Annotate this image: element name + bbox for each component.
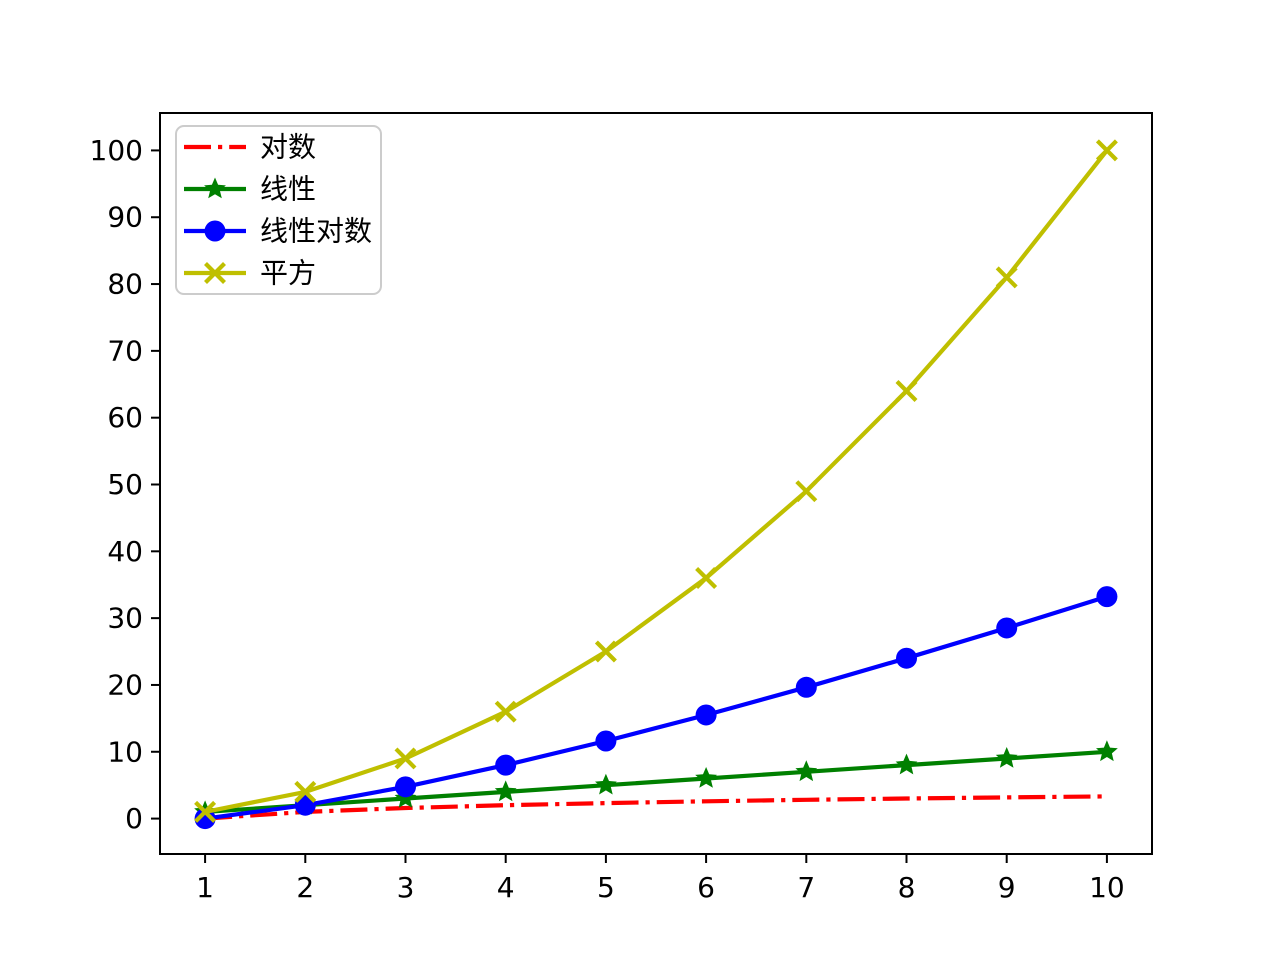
circle-marker: [996, 617, 1018, 639]
y-tick-label: 20: [107, 668, 143, 701]
x-tick-label: 6: [697, 871, 715, 904]
star-marker: [695, 767, 717, 788]
star-marker: [204, 177, 226, 199]
y-tick-label: 50: [107, 468, 143, 501]
star-marker: [1096, 740, 1118, 762]
legend-item-linear: 线性: [184, 173, 316, 206]
series-square-line: [204, 149, 1109, 814]
series-linear-line: [204, 749, 1108, 814]
circle-marker: [1096, 586, 1118, 608]
y-tick-label: 90: [107, 201, 143, 234]
circle-marker: [795, 676, 817, 698]
star-marker: [895, 753, 918, 775]
star-marker: [795, 760, 818, 782]
y-axis: 0 10 20 30 40 50 60 70 80 90 100: [90, 134, 160, 835]
x-tick-label: 3: [397, 871, 415, 904]
circle-marker: [194, 808, 216, 830]
axes-border: [159, 112, 1153, 855]
x-marker: [695, 567, 718, 590]
x-tick-label: 2: [296, 871, 314, 904]
y-tick-label: 40: [107, 535, 143, 568]
x-tick-label: 9: [998, 871, 1016, 904]
series-log: [204, 794, 1107, 821]
x-marker: [194, 800, 217, 823]
series-group: [194, 139, 1118, 830]
series-log-line: [204, 794, 1107, 821]
series-linear-log: [194, 586, 1118, 830]
circle-marker: [394, 776, 416, 798]
legend-item-linear-log: 线性对数: [184, 215, 372, 248]
x-marker: [294, 780, 317, 803]
star-marker: [494, 780, 517, 802]
legend-item-square: 平方: [184, 257, 316, 290]
x-marker: [594, 640, 617, 663]
legend-item-log: 对数: [184, 131, 316, 164]
x-axis: 1 2 3 4 5 6 7 8 9 10: [196, 854, 1125, 904]
x-marker: [795, 480, 818, 503]
y-tick-label: 0: [125, 802, 143, 835]
plot-border: [159, 112, 1153, 855]
legend-label: 线性对数: [260, 215, 372, 248]
y-tick-label: 80: [107, 268, 143, 301]
x-marker: [204, 262, 226, 284]
x-marker: [494, 700, 517, 723]
x-marker: [394, 747, 417, 770]
x-tick-label: 4: [497, 871, 515, 904]
x-tick-label: 8: [898, 871, 916, 904]
y-tick-label: 70: [107, 334, 143, 367]
circle-marker: [695, 704, 717, 726]
x-tick-label: 5: [597, 871, 615, 904]
star-marker: [394, 787, 417, 808]
legend-label: 对数: [260, 131, 316, 164]
x-tick-label: 1: [196, 871, 214, 904]
x-marker: [1095, 139, 1118, 162]
x-tick-label: 10: [1089, 871, 1125, 904]
star-marker: [595, 773, 617, 795]
legend-box: [175, 125, 382, 295]
circle-marker: [495, 754, 517, 776]
y-tick-label: 60: [107, 401, 143, 434]
x-tick-label: 7: [797, 871, 815, 904]
x-marker: [995, 266, 1018, 289]
y-tick-label: 100: [90, 134, 143, 167]
legend-label: 平方: [260, 257, 316, 290]
series-square: [194, 139, 1118, 823]
circle-marker: [204, 220, 226, 242]
circle-marker: [595, 730, 617, 752]
circle-marker: [896, 647, 918, 669]
series-linear-log-line: [204, 594, 1108, 821]
legend-label: 线性: [260, 173, 316, 206]
star-marker: [995, 747, 1018, 768]
x-marker: [895, 379, 918, 402]
y-tick-label: 30: [107, 602, 143, 635]
y-tick-label: 10: [107, 735, 143, 768]
